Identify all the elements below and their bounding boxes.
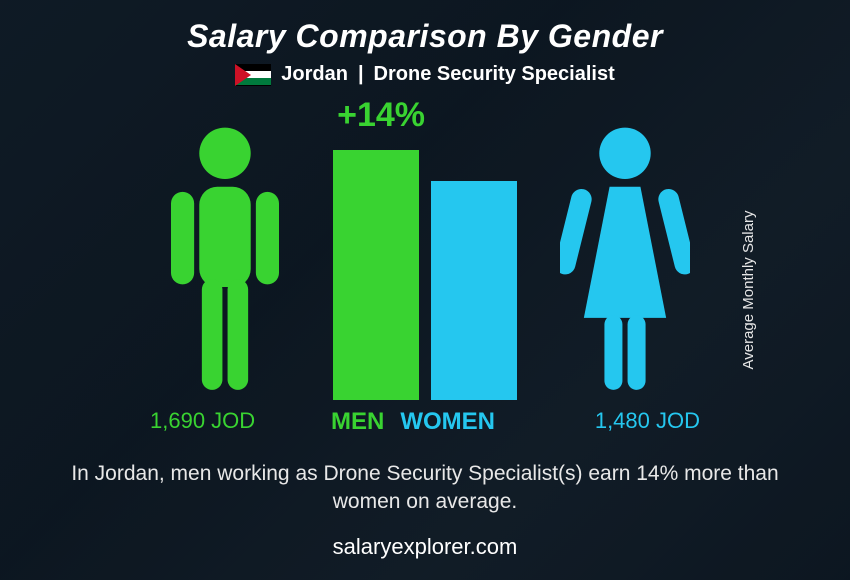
job-label: Drone Security Specialist — [374, 63, 615, 86]
country-label: Jordan — [281, 63, 348, 86]
subtitle: Jordan | Drone Security Specialist — [0, 63, 850, 86]
description-text: In Jordan, men working as Drone Security… — [60, 460, 790, 517]
bar-group — [333, 150, 517, 400]
women-salary-value: 1,480 JOD — [595, 408, 700, 434]
comparison-chart: +14% 1,690 JOD MEN WOMEN 1,480 JOD — [60, 96, 790, 436]
source-footer: salaryexplorer.com — [0, 534, 850, 560]
separator: | — [358, 63, 364, 86]
y-axis-label: Average Monthly Salary — [740, 211, 757, 370]
page-title: Salary Comparison By Gender — [0, 18, 850, 55]
bar-men — [333, 150, 419, 400]
percent-difference-label: +14% — [337, 96, 425, 135]
jordan-flag-icon — [235, 64, 271, 86]
male-figure-icon — [160, 125, 290, 400]
female-figure-icon — [560, 125, 690, 400]
bar-women — [431, 181, 517, 400]
men-salary-value: 1,690 JOD — [150, 408, 255, 434]
header: Salary Comparison By Gender Jordan | Dro… — [0, 0, 850, 86]
chart-labels-row: 1,690 JOD MEN WOMEN 1,480 JOD — [60, 408, 790, 436]
women-label: WOMEN — [400, 408, 495, 436]
men-label: MEN — [331, 408, 384, 436]
